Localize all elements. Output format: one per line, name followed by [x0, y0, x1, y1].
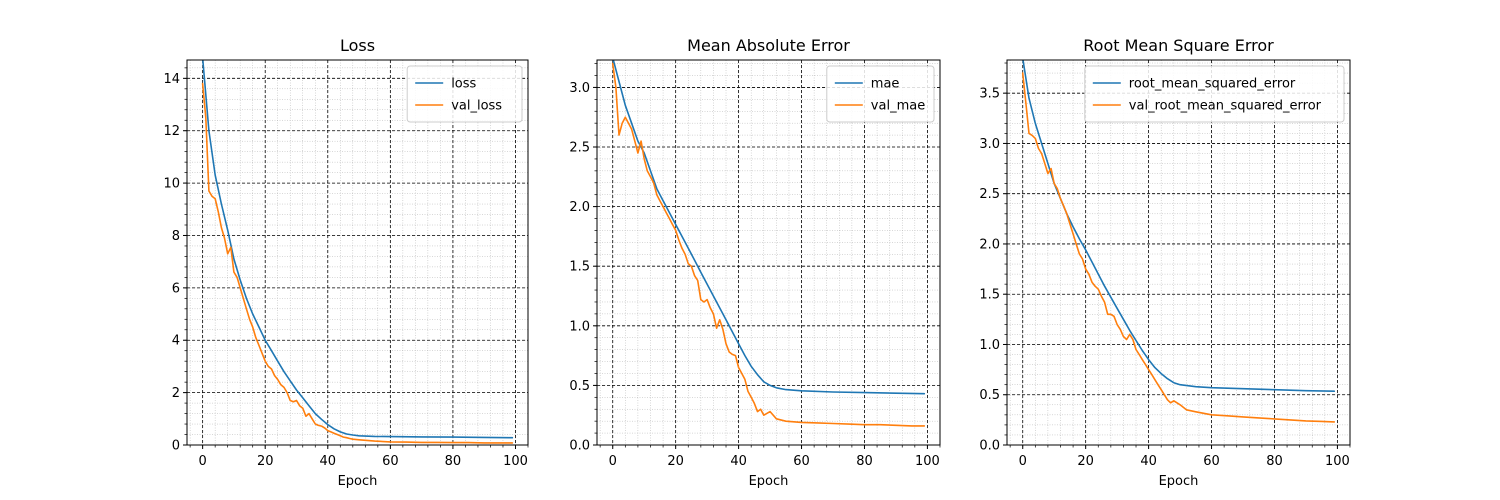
legend-label: loss	[451, 77, 476, 92]
x-tick-label: 20	[667, 454, 684, 469]
x-tick-label: 20	[257, 454, 274, 469]
panel-loss: 0 20 40 60 80 100 0 2 4 6 8 10 12 14 loss val_loss Loss E…	[163, 36, 529, 489]
legend-label: root_mean_squared_error	[1129, 77, 1296, 92]
panel-mean-absolute-error: 0 20 40 60 80 100 0.0 0.5 1.0 1.5 2.0 2.5 3.0 mae val_…	[569, 36, 941, 489]
x-tick-label: 20	[1077, 454, 1094, 469]
panel-title: Loss	[340, 36, 375, 55]
y-tick-label: 10	[163, 177, 180, 192]
legend: root_mean_squared_error val_root_mean_squ…	[1084, 65, 1345, 123]
y-tick-label: 2.0	[569, 200, 590, 215]
y-tick-label: 2.5	[569, 141, 590, 156]
series-line-loss	[202, 60, 514, 439]
x-tick-label: 60	[793, 454, 810, 469]
legend-box	[1084, 65, 1345, 123]
y-tick-label: 2.5	[979, 187, 1000, 202]
y-tick-label: 4	[172, 334, 180, 349]
series-group	[201, 60, 514, 444]
major-grid: 0 20 40 60 80 100 0.0 0.5 1.0 1.5 2.0 2.5 3.0 3.5	[979, 60, 1350, 469]
y-tick-label: 3.0	[979, 137, 1000, 152]
y-tick-label: 8	[172, 229, 180, 244]
x-tick-label: 40	[1140, 454, 1157, 469]
plot-frame	[186, 59, 529, 446]
x-tick-label: 0	[1019, 454, 1027, 469]
panel-root-mean-square-error: 0 20 40 60 80 100 0.0 0.5 1.0 1.5 2.0 2.5 3.0 3.5 root…	[979, 36, 1351, 489]
y-tick-label: 2	[172, 386, 180, 401]
x-tick-label: 100	[1325, 454, 1350, 469]
legend-label: val_root_mean_squared_error	[1129, 99, 1322, 114]
major-grid: 0 20 40 60 80 100 0.0 0.5 1.0 1.5 2.0 2.5 3.0	[569, 60, 940, 469]
legend-box	[406, 65, 523, 123]
series-line-val-loss	[201, 82, 514, 444]
x-tick-label: 60	[1203, 454, 1220, 469]
y-tick-label: 0	[172, 439, 180, 454]
x-tick-label: 80	[856, 454, 873, 469]
legend-label: mae	[871, 77, 900, 92]
x-tick-label: 60	[382, 454, 399, 469]
series-group	[611, 60, 926, 427]
x-tick-label: 80	[445, 454, 462, 469]
legend-label: val_mae	[871, 99, 925, 114]
x-axis-label: Epoch	[338, 474, 378, 489]
y-tick-label: 0.5	[979, 388, 1000, 403]
x-tick-label: 0	[199, 454, 207, 469]
panel-title: Mean Absolute Error	[687, 36, 850, 55]
x-tick-label: 80	[1266, 454, 1283, 469]
y-tick-label: 3.5	[979, 87, 1000, 102]
x-tick-label: 40	[320, 454, 337, 469]
x-tick-label: 100	[915, 454, 940, 469]
x-tick-label: 100	[503, 454, 528, 469]
legend: loss val_loss	[406, 65, 523, 123]
y-tick-label: 0.0	[979, 439, 1000, 454]
x-tick-label: 40	[730, 454, 747, 469]
y-tick-label: 1.5	[979, 288, 1000, 303]
y-tick-label: 6	[172, 281, 180, 296]
y-tick-label: 3.0	[569, 81, 590, 96]
x-axis-label: Epoch	[1159, 474, 1199, 489]
y-tick-label: 0.5	[569, 379, 590, 394]
y-tick-label: 1.0	[569, 319, 590, 334]
legend-box	[826, 65, 935, 123]
series-group	[1021, 60, 1336, 423]
y-tick-label: 1.5	[569, 260, 590, 275]
y-tick-label: 0.0	[569, 439, 590, 454]
series-line-val-root-mean-squared-error	[1021, 72, 1336, 423]
major-grid: 0 20 40 60 80 100 0 2 4 6 8 10 12 14	[163, 60, 528, 469]
legend: mae val_mae	[826, 65, 935, 123]
legend-label: val_loss	[451, 99, 502, 114]
plot-frame	[596, 59, 941, 446]
y-tick-label: 14	[163, 72, 180, 87]
x-tick-label: 0	[609, 454, 617, 469]
y-tick-label: 12	[163, 124, 180, 139]
series-line-val-mae	[611, 62, 926, 427]
plot-frame	[1006, 59, 1351, 446]
series-line-mae	[612, 60, 926, 395]
y-tick-label: 1.0	[979, 338, 1000, 353]
x-axis-label: Epoch	[749, 474, 789, 489]
panel-title: Root Mean Square Error	[1083, 36, 1274, 55]
y-tick-label: 2.0	[979, 237, 1000, 252]
